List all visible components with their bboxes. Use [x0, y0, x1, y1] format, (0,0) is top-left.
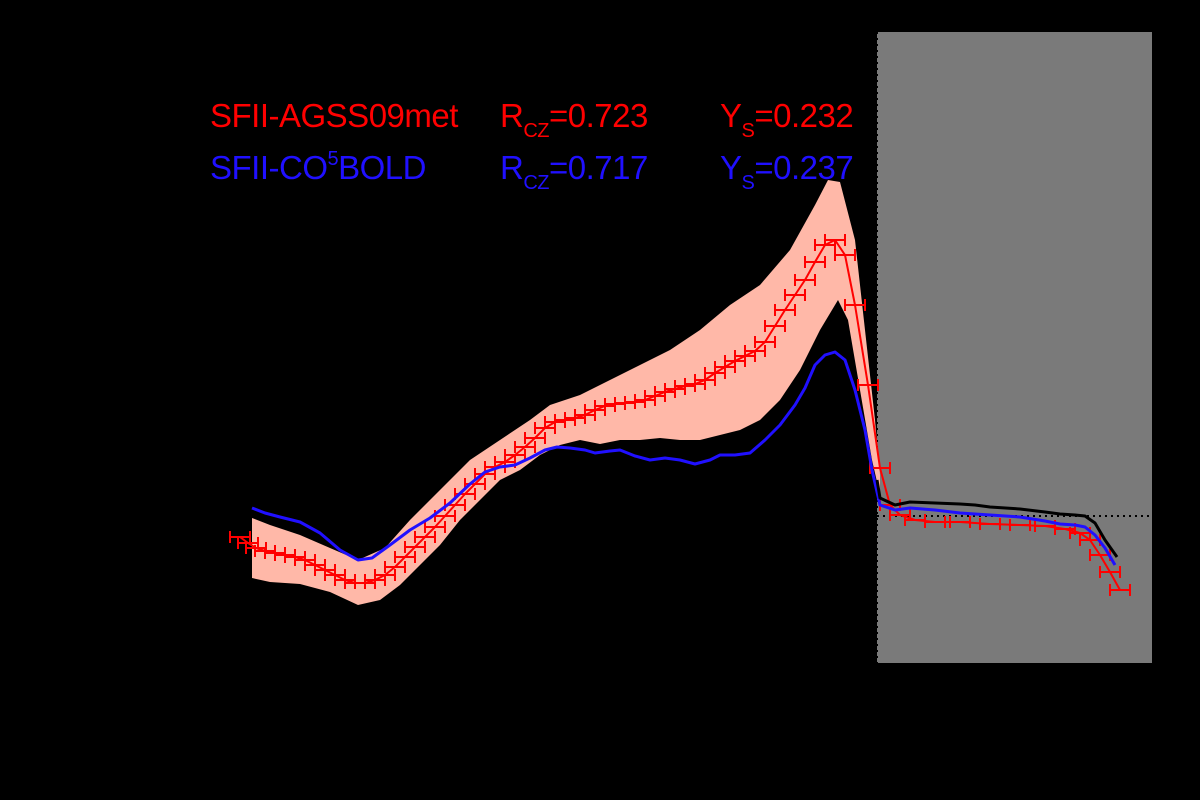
error-bar	[424, 521, 446, 533]
error-bar	[979, 518, 1001, 530]
error-bar	[754, 336, 776, 348]
series-line	[251, 350, 1117, 566]
error-bar	[1009, 519, 1031, 531]
error-bar	[514, 441, 536, 453]
error-bar	[404, 541, 426, 553]
error-bar	[924, 516, 946, 528]
error-bar	[374, 569, 396, 581]
error-bar	[784, 289, 806, 301]
error-bar	[414, 531, 436, 543]
legend-model-name: SFII-CO5BOLD	[210, 148, 426, 186]
error-bar	[1069, 527, 1091, 539]
series-layer	[229, 180, 1131, 605]
error-bar	[804, 256, 826, 268]
legend-rcz: RCZ=0.723	[500, 97, 648, 142]
error-bar	[384, 561, 406, 573]
error-bar	[1109, 584, 1131, 596]
shaded-region	[877, 32, 1152, 663]
error-bar	[834, 249, 856, 261]
error-bar	[229, 531, 251, 543]
error-bar	[949, 516, 971, 528]
error-bar	[764, 320, 786, 332]
error-bar	[394, 551, 416, 563]
error-bar	[794, 274, 816, 286]
error-bar	[1099, 566, 1121, 578]
legend-ys: YS=0.237	[720, 149, 854, 194]
error-bar	[524, 432, 546, 444]
error-bar	[844, 299, 866, 311]
legend-rcz: RCZ=0.717	[500, 149, 648, 194]
series-line	[875, 479, 1119, 558]
error-bar	[694, 374, 716, 386]
error-bar	[744, 345, 766, 357]
error-bar	[857, 379, 879, 391]
legend-model-name: SFII-AGSS09met	[210, 97, 458, 134]
legend-ys: YS=0.232	[720, 97, 854, 142]
error-bar	[774, 304, 796, 316]
error-bar	[824, 234, 846, 246]
